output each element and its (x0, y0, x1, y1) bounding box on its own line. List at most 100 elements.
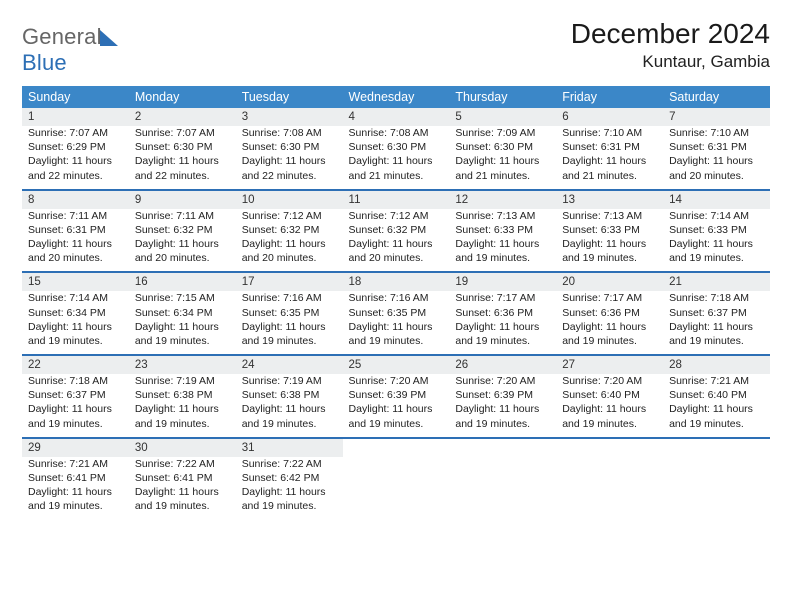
day-cell: Sunrise: 7:17 AMSunset: 6:36 PMDaylight:… (449, 291, 556, 355)
day-line-d1: Daylight: 11 hours (455, 320, 550, 334)
day-line-d2: and 19 minutes. (28, 417, 123, 431)
day-line-ss: Sunset: 6:38 PM (242, 388, 337, 402)
day-cell: Sunrise: 7:14 AMSunset: 6:33 PMDaylight:… (663, 209, 770, 273)
day-line-d2: and 19 minutes. (562, 251, 657, 265)
day-line-sr: Sunrise: 7:09 AM (455, 126, 550, 140)
sail-icon (100, 30, 118, 46)
day-line-ss: Sunset: 6:39 PM (349, 388, 444, 402)
day-line-d1: Daylight: 11 hours (562, 402, 657, 416)
day-cell (556, 457, 663, 520)
day-cell: Sunrise: 7:16 AMSunset: 6:35 PMDaylight:… (343, 291, 450, 355)
day-line-d1: Daylight: 11 hours (349, 154, 444, 168)
day-number-cell: 13 (556, 190, 663, 209)
day-line-sr: Sunrise: 7:11 AM (135, 209, 230, 223)
day-line-d1: Daylight: 11 hours (135, 485, 230, 499)
day-cell: Sunrise: 7:16 AMSunset: 6:35 PMDaylight:… (236, 291, 343, 355)
day-line-sr: Sunrise: 7:15 AM (135, 291, 230, 305)
weekday-header-row: SundayMondayTuesdayWednesdayThursdayFrid… (22, 86, 770, 108)
day-line-d2: and 19 minutes. (135, 499, 230, 513)
page-header: General Blue December 2024 Kuntaur, Gamb… (22, 18, 770, 76)
day-line-d1: Daylight: 11 hours (455, 237, 550, 251)
day-cell: Sunrise: 7:19 AMSunset: 6:38 PMDaylight:… (129, 374, 236, 438)
day-line-ss: Sunset: 6:37 PM (28, 388, 123, 402)
month-title: December 2024 (571, 18, 770, 50)
day-number-cell: 9 (129, 190, 236, 209)
day-number-cell: 12 (449, 190, 556, 209)
day-line-ss: Sunset: 6:31 PM (28, 223, 123, 237)
day-cell: Sunrise: 7:22 AMSunset: 6:42 PMDaylight:… (236, 457, 343, 520)
day-line-d1: Daylight: 11 hours (562, 154, 657, 168)
day-line-sr: Sunrise: 7:18 AM (669, 291, 764, 305)
day-line-d2: and 19 minutes. (349, 417, 444, 431)
day-line-d2: and 19 minutes. (242, 417, 337, 431)
day-number-cell: 16 (129, 272, 236, 291)
day-line-d2: and 19 minutes. (669, 334, 764, 348)
day-line-d2: and 20 minutes. (135, 251, 230, 265)
day-line-sr: Sunrise: 7:07 AM (28, 126, 123, 140)
day-line-d2: and 22 minutes. (242, 169, 337, 183)
day-line-sr: Sunrise: 7:21 AM (28, 457, 123, 471)
day-line-sr: Sunrise: 7:16 AM (242, 291, 337, 305)
day-line-d1: Daylight: 11 hours (242, 320, 337, 334)
day-line-ss: Sunset: 6:31 PM (669, 140, 764, 154)
day-line-d2: and 20 minutes. (669, 169, 764, 183)
day-line-d1: Daylight: 11 hours (349, 320, 444, 334)
day-line-ss: Sunset: 6:30 PM (242, 140, 337, 154)
day-cell: Sunrise: 7:17 AMSunset: 6:36 PMDaylight:… (556, 291, 663, 355)
day-line-d2: and 19 minutes. (669, 417, 764, 431)
day-number-cell: 20 (556, 272, 663, 291)
day-number-cell: 1 (22, 108, 129, 126)
day-line-d2: and 19 minutes. (135, 334, 230, 348)
day-number-cell: 15 (22, 272, 129, 291)
day-line-d1: Daylight: 11 hours (455, 402, 550, 416)
week-content-row: Sunrise: 7:07 AMSunset: 6:29 PMDaylight:… (22, 126, 770, 190)
day-number-cell: 28 (663, 355, 770, 374)
day-line-sr: Sunrise: 7:22 AM (135, 457, 230, 471)
day-number-cell (663, 438, 770, 457)
day-line-d2: and 19 minutes. (455, 417, 550, 431)
day-line-d1: Daylight: 11 hours (28, 154, 123, 168)
day-cell: Sunrise: 7:09 AMSunset: 6:30 PMDaylight:… (449, 126, 556, 190)
day-line-d2: and 19 minutes. (135, 417, 230, 431)
week-content-row: Sunrise: 7:18 AMSunset: 6:37 PMDaylight:… (22, 374, 770, 438)
title-block: December 2024 Kuntaur, Gambia (571, 18, 770, 72)
day-cell: Sunrise: 7:18 AMSunset: 6:37 PMDaylight:… (22, 374, 129, 438)
day-line-ss: Sunset: 6:31 PM (562, 140, 657, 154)
weekday-header: Thursday (449, 86, 556, 108)
day-line-sr: Sunrise: 7:22 AM (242, 457, 337, 471)
logo-part2: Blue (22, 50, 67, 75)
day-line-d1: Daylight: 11 hours (242, 402, 337, 416)
day-number-cell: 3 (236, 108, 343, 126)
day-line-ss: Sunset: 6:30 PM (455, 140, 550, 154)
day-line-d1: Daylight: 11 hours (28, 320, 123, 334)
day-line-d1: Daylight: 11 hours (135, 320, 230, 334)
day-line-ss: Sunset: 6:32 PM (242, 223, 337, 237)
day-line-ss: Sunset: 6:30 PM (135, 140, 230, 154)
day-line-ss: Sunset: 6:41 PM (135, 471, 230, 485)
day-line-ss: Sunset: 6:42 PM (242, 471, 337, 485)
day-cell: Sunrise: 7:10 AMSunset: 6:31 PMDaylight:… (663, 126, 770, 190)
day-line-d1: Daylight: 11 hours (242, 154, 337, 168)
day-line-ss: Sunset: 6:32 PM (349, 223, 444, 237)
day-cell: Sunrise: 7:12 AMSunset: 6:32 PMDaylight:… (343, 209, 450, 273)
day-number-cell: 24 (236, 355, 343, 374)
weekday-header: Friday (556, 86, 663, 108)
day-cell (663, 457, 770, 520)
day-cell (343, 457, 450, 520)
day-line-sr: Sunrise: 7:12 AM (349, 209, 444, 223)
day-cell: Sunrise: 7:13 AMSunset: 6:33 PMDaylight:… (449, 209, 556, 273)
day-line-sr: Sunrise: 7:20 AM (349, 374, 444, 388)
day-line-ss: Sunset: 6:34 PM (28, 306, 123, 320)
day-line-sr: Sunrise: 7:13 AM (562, 209, 657, 223)
day-line-sr: Sunrise: 7:11 AM (28, 209, 123, 223)
week-content-row: Sunrise: 7:21 AM Sunset: 6:41 PMDaylight:… (22, 457, 770, 520)
location-label: Kuntaur, Gambia (571, 52, 770, 72)
weekday-header: Monday (129, 86, 236, 108)
day-number-row: 891011121314 (22, 190, 770, 209)
weekday-header: Saturday (663, 86, 770, 108)
day-line-ss: Sunset: 6:36 PM (562, 306, 657, 320)
day-line-d1: Daylight: 11 hours (242, 237, 337, 251)
day-number-cell: 27 (556, 355, 663, 374)
day-line-ss: Sunset: 6:33 PM (562, 223, 657, 237)
day-line-sr: Sunrise: 7:20 AM (455, 374, 550, 388)
